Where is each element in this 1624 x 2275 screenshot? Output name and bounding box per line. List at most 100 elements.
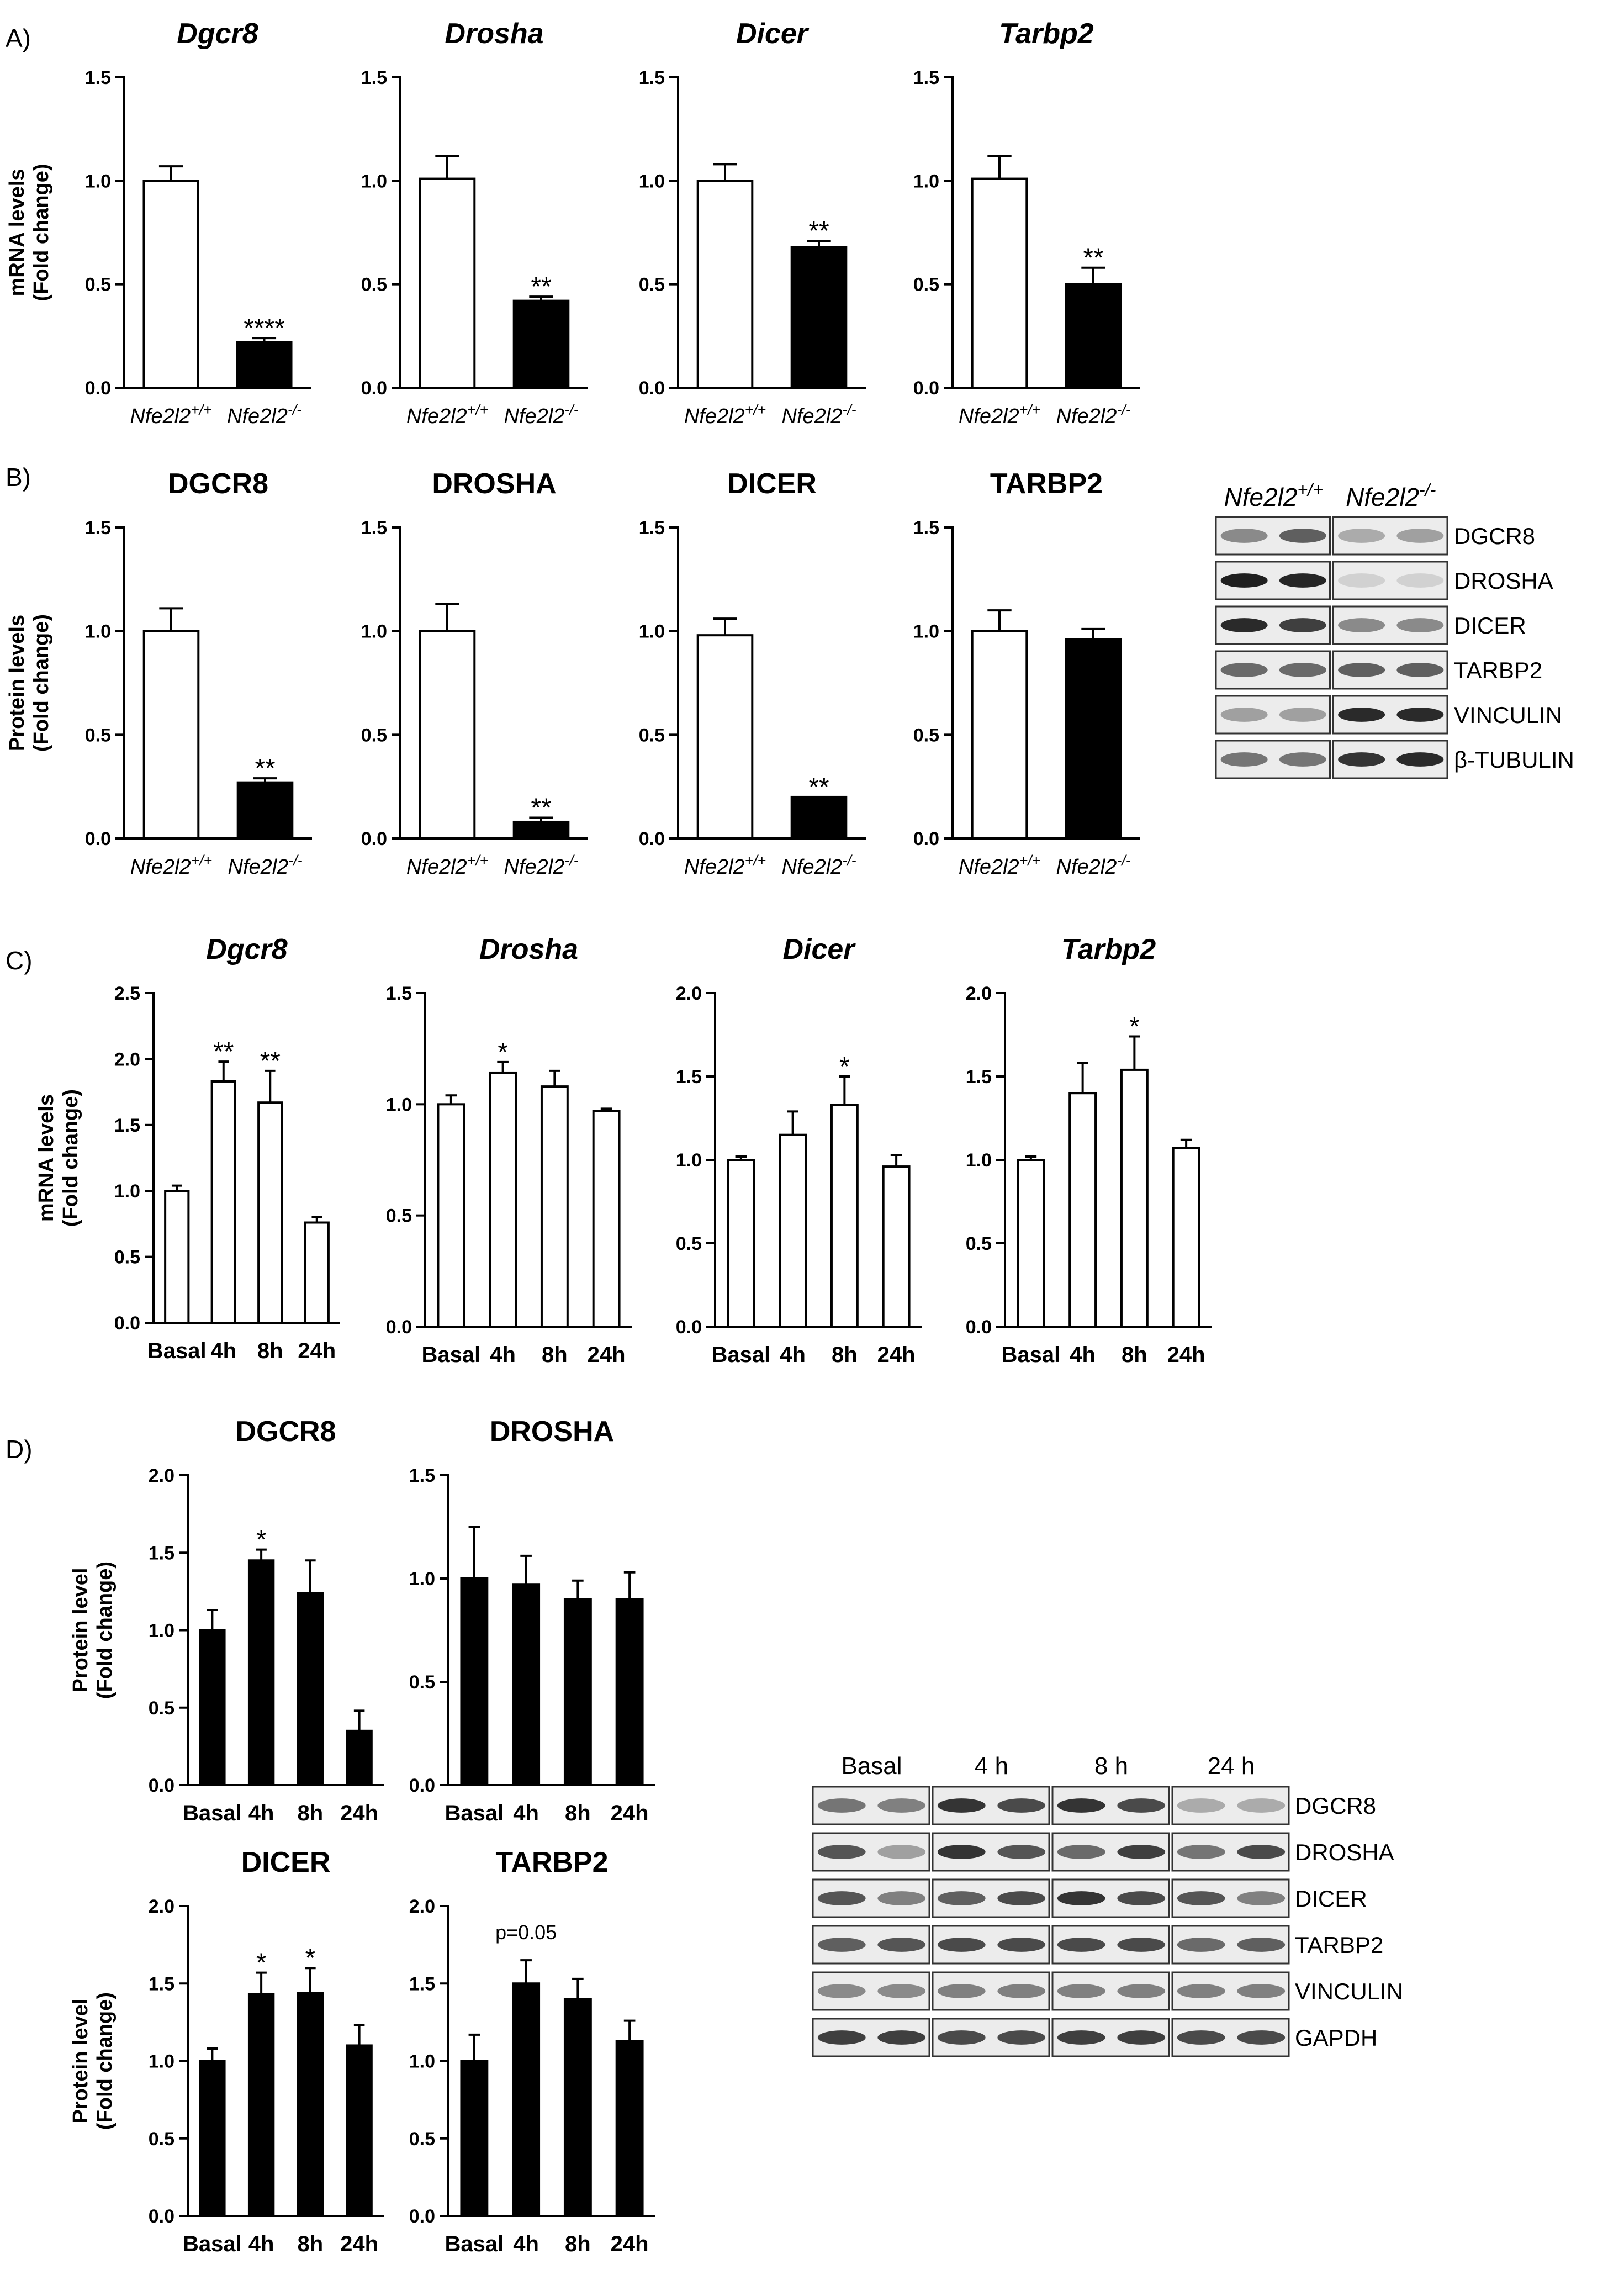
blot-band <box>817 1938 866 1952</box>
significance-label: * <box>1129 1012 1140 1042</box>
y-tick-label: 0.0 <box>913 828 939 849</box>
y-tick-label: 1.5 <box>149 1973 174 1994</box>
y-tick-label: 1.5 <box>85 518 111 539</box>
blot-band <box>937 1891 986 1905</box>
y-tick-label: 0.0 <box>114 1313 140 1334</box>
y-tick-label: 1.5 <box>149 1543 174 1564</box>
x-tick-label: 8h <box>257 1339 283 1363</box>
error-bar <box>807 239 831 247</box>
bar <box>304 1221 330 1324</box>
blot-row-label: DGCR8 <box>1454 523 1535 549</box>
error-bar <box>713 163 737 181</box>
x-tick-label: 4h <box>248 1801 274 1825</box>
blot-band <box>1396 752 1444 767</box>
bar <box>199 2060 226 2217</box>
bar <box>210 1080 236 1324</box>
chart-5: DROSHA 0.0 0.5 1.0 1.5 Nfe2l2+/+ ** Nfe2l2-/- <box>361 468 588 879</box>
chart-8: Dgcr8 mRNA levels (Fold change) 0.0 0.5 1.0 1.… <box>35 933 340 1363</box>
bar <box>790 246 848 389</box>
blot-band <box>877 2030 926 2045</box>
x-tick-label: Nfe2l2+/+ <box>406 402 488 428</box>
blot-row: β-TUBULIN <box>1215 740 1574 779</box>
x-tick-label: Basal <box>445 1801 504 1825</box>
significance-label: ** <box>808 773 829 802</box>
blot-band <box>877 1891 926 1905</box>
chart-title: DROSHA <box>432 468 556 500</box>
bar <box>460 2060 489 2217</box>
bar <box>512 1583 541 1786</box>
error-bar <box>468 1526 480 1579</box>
western-blot-b: Nfe2l2+/+ Nfe2l2-/- DGCR8 DROSHA DICER TARBP2… <box>1215 480 1574 779</box>
chart-title: DICER <box>727 468 817 500</box>
blot-band <box>817 1798 866 1813</box>
blot-band <box>1396 708 1444 722</box>
chart-0: Dgcr8 mRNA levels (Fold change) 0.0 0.5 1.0 1.… <box>6 18 311 428</box>
significance-label: * <box>839 1052 850 1081</box>
blot-band <box>1117 1798 1166 1813</box>
blot-band <box>1117 1845 1166 1859</box>
y-tick-label: 0.0 <box>361 378 387 399</box>
chart-title: Tarbp2 <box>1061 933 1156 965</box>
blot-band <box>1117 1984 1166 1998</box>
error-bar <box>987 155 1012 179</box>
blot-row-label: VINCULIN <box>1454 702 1562 728</box>
blot-band <box>1220 708 1268 722</box>
y-axis-label: Protein level <box>69 1999 92 2124</box>
significance-label: * <box>498 1038 508 1067</box>
blot-band <box>877 1984 926 1998</box>
blot-row-label: VINCULIN <box>1295 1978 1403 2004</box>
bar <box>346 2044 373 2217</box>
chart-11: Tarbp2 0.0 0.5 1.0 1.5 2.0 Basal 4h * 8h 24h <box>966 933 1212 1367</box>
chart-title: Dgcr8 <box>177 18 258 50</box>
bar <box>419 177 476 389</box>
bar <box>1120 1068 1149 1328</box>
y-tick-label: 0.5 <box>676 1233 702 1254</box>
x-tick-label: Nfe2l2-/- <box>1056 852 1131 879</box>
bar <box>437 1103 465 1328</box>
significance-label: ** <box>1083 244 1103 273</box>
blot-band <box>1117 2030 1166 2045</box>
x-tick-label: Nfe2l2-/- <box>228 852 303 879</box>
bar <box>346 1729 373 1786</box>
x-tick-label: Nfe2l2+/+ <box>406 852 488 879</box>
y-tick-label: 1.5 <box>639 67 665 88</box>
blot-band <box>997 1891 1046 1905</box>
x-tick-label: 24h <box>340 2232 378 2256</box>
x-tick-label: 8h <box>1122 1343 1147 1367</box>
bar <box>512 299 570 389</box>
error-bar <box>353 2024 365 2046</box>
y-tick-label: 1.5 <box>639 518 665 539</box>
significance-label: ** <box>260 1047 281 1076</box>
x-tick-label: Basal <box>712 1343 771 1367</box>
y-tick-label: 0.5 <box>966 1233 992 1254</box>
bar <box>512 1982 541 2217</box>
y-axis-label: (Fold change) <box>59 1089 82 1227</box>
bar <box>696 634 754 840</box>
blot-band <box>817 2030 866 2045</box>
y-tick-label: 1.0 <box>409 2051 435 2072</box>
x-tick-label: Nfe2l2+/+ <box>130 402 211 428</box>
x-tick-label: 8h <box>542 1343 568 1367</box>
blot-row-label: DGCR8 <box>1295 1793 1376 1819</box>
y-tick-label: 1.0 <box>149 1621 174 1641</box>
error-bar <box>207 1609 218 1630</box>
blot-lane-header: 24 h <box>1208 1753 1255 1780</box>
y-tick-label: 0.0 <box>639 828 665 849</box>
y-tick-label: 2.0 <box>966 983 992 1004</box>
significance-label: **** <box>244 314 285 343</box>
x-tick-label: Basal <box>183 1801 242 1825</box>
significance-label: ** <box>255 754 275 783</box>
blot-band <box>1220 618 1268 632</box>
bar <box>540 1085 569 1328</box>
y-tick-label: 0.5 <box>361 725 387 746</box>
x-tick-label: Nfe2l2+/+ <box>684 852 766 879</box>
y-tick-label: 0.5 <box>114 1247 140 1268</box>
chart-13: DROSHA 0.0 0.5 1.0 1.5 Basal 4h 8h 24h <box>409 1416 655 1825</box>
error-bar <box>445 1094 457 1105</box>
blot-band <box>1237 1798 1286 1813</box>
blot-row: DICER <box>1215 605 1526 645</box>
bar <box>199 1629 226 1786</box>
error-bar <box>549 1069 560 1087</box>
y-axis-label: Protein levels <box>6 615 29 751</box>
bar <box>142 630 200 840</box>
